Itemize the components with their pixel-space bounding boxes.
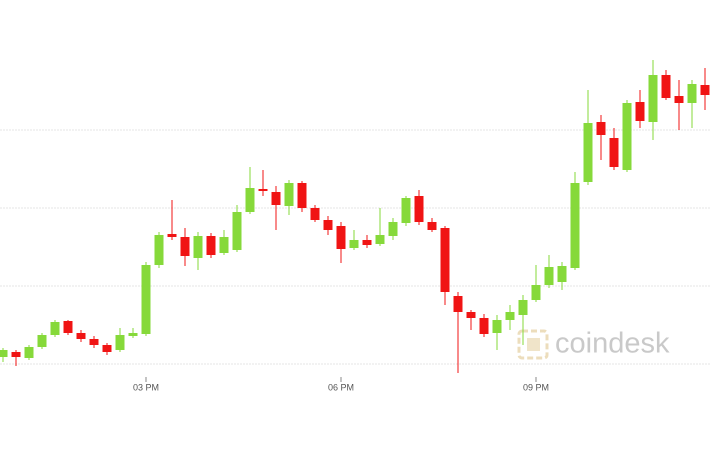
candle-body (128, 333, 138, 336)
candle-body (375, 235, 385, 244)
candle-body (271, 192, 281, 205)
candle-body (531, 285, 541, 300)
candle-body (115, 335, 125, 350)
x-tick-label: 03 PM (133, 382, 159, 392)
logo-core (527, 338, 540, 351)
candle-body (427, 222, 437, 230)
candle-body (648, 75, 658, 122)
candle-body (570, 183, 580, 268)
candle-body (609, 138, 619, 167)
candle-body (63, 321, 73, 333)
candle-body (310, 208, 320, 220)
candle-body (518, 300, 528, 315)
watermark-text: coindesk (555, 328, 670, 360)
candle-body (440, 228, 450, 292)
candle-body (245, 188, 255, 212)
candle-body (583, 123, 593, 182)
candle-body (11, 352, 21, 357)
candle-body (622, 103, 632, 170)
candle-body (284, 183, 294, 206)
candles (0, 60, 710, 373)
candle-body (388, 222, 398, 236)
candle-body (453, 296, 463, 312)
candle-body (180, 237, 190, 256)
candle-body (193, 236, 203, 258)
candle-body (0, 350, 8, 357)
candle-body (24, 347, 34, 358)
candle-body (219, 237, 229, 253)
candle-body (89, 339, 99, 345)
logo-frame (517, 329, 549, 360)
x-tick-label: 06 PM (328, 382, 354, 392)
candle-body (466, 312, 476, 318)
candle-body (544, 267, 554, 285)
candle-body (37, 335, 47, 347)
candle-body (479, 318, 489, 334)
candle-body (700, 85, 710, 95)
candle-body (232, 212, 242, 250)
candle-body (50, 322, 60, 335)
candle-body (167, 234, 177, 237)
candle-body (505, 312, 515, 320)
watermark-logo (517, 329, 549, 360)
candle-body (336, 226, 346, 249)
candle-body (635, 102, 645, 121)
candle-body (297, 183, 307, 208)
candle-body (76, 333, 86, 339)
x-axis: 03 PM 06 PM 09 PM (133, 377, 549, 392)
candle-body (362, 240, 372, 245)
candle-body (154, 235, 164, 265)
candle-body (414, 196, 424, 222)
candle-body (401, 198, 411, 223)
candle-body (141, 265, 151, 334)
candle-body (661, 75, 671, 98)
candle-body (596, 122, 606, 135)
x-tick-label: 09 PM (523, 382, 549, 392)
candle-body (492, 320, 502, 333)
candle-body (323, 220, 333, 230)
candle-body (102, 345, 112, 352)
candle-body (557, 266, 567, 282)
candle-body (349, 240, 359, 248)
candle-body (206, 236, 216, 255)
candle-body (674, 96, 684, 103)
candle-body (687, 84, 697, 103)
candle-body (258, 189, 268, 191)
